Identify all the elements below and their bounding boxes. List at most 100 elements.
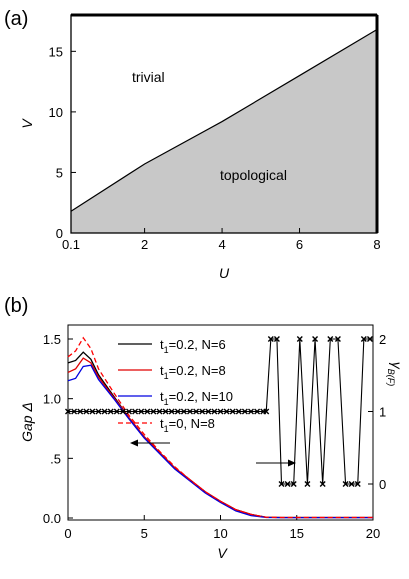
berry-phase-marker <box>205 408 212 415</box>
legend-label-1: t1=0.2, N=6 <box>160 337 226 355</box>
y-right-tick-label: 1 <box>379 405 386 420</box>
berry-phase-marker <box>248 408 254 415</box>
berry-phase-marker <box>267 336 274 342</box>
panel-b-xlabel: V <box>217 545 228 561</box>
x-tick-label: 0 <box>64 526 71 541</box>
panel-a-ticks: 0.1 2 4 6 8 0 5 10 15 <box>49 44 381 252</box>
berry-phase-marker <box>211 408 218 415</box>
berry-phase-marker <box>95 408 102 415</box>
berry-phase-marker <box>71 408 78 415</box>
y-tick-label: 15 <box>49 44 63 59</box>
berry-phase-marker <box>354 481 361 487</box>
panel-b-ylabel-right: γB(F) <box>386 362 405 387</box>
berry-phase-marker <box>107 408 114 415</box>
berry-phase-marker <box>263 408 270 415</box>
berry-phase-marker <box>235 408 242 415</box>
berry-phase-marker <box>65 408 71 415</box>
y-tick-label: 5 <box>56 165 63 180</box>
panel-a-label: (a) <box>4 8 28 30</box>
berry-phase-marker <box>296 336 303 342</box>
berry-phase-marker <box>304 481 311 487</box>
berry-phase-marker <box>156 408 163 415</box>
legend-label-2: t1=0.2, N=8 <box>160 363 226 381</box>
y-tick-label: 10 <box>49 105 63 120</box>
gap-curve-2 <box>67 357 373 519</box>
topological-region-label: topological <box>220 167 287 183</box>
berry-phase-marker <box>366 336 373 342</box>
legend-label-4: t1=0, N=8 <box>160 416 215 434</box>
berry-phase-marker <box>348 481 355 487</box>
right-axis-arrow <box>256 459 296 467</box>
berry-phase-series <box>65 336 373 487</box>
y-left-tick-label: 1.5 <box>43 332 61 347</box>
berry-phase-marker <box>327 336 334 342</box>
berry-phase-marker <box>144 408 151 415</box>
y-left-tick-label: 0.0 <box>43 511 61 526</box>
y-left-tick-label: 1.0 <box>43 392 61 407</box>
berry-phase-marker <box>254 408 261 415</box>
berry-phase-marker <box>273 336 280 342</box>
x-tick-label: 5 <box>141 526 148 541</box>
berry-phase-line <box>68 338 370 485</box>
berry-phase-marker <box>278 481 285 487</box>
berry-phase-marker <box>162 408 169 415</box>
berry-phase-marker <box>334 336 341 342</box>
x-tick-label: 8 <box>373 237 380 252</box>
panel-a-xlabel: U <box>219 265 230 281</box>
berry-phase-marker <box>312 336 319 342</box>
berry-phase-marker <box>168 408 175 415</box>
berry-phase-marker <box>199 408 206 415</box>
legend: t1=0.2, N=6 t1=0.2, N=8 t1=0.2, N=10 t1=0, … <box>118 337 233 434</box>
x-tick-label: 20 <box>366 526 380 541</box>
berry-phase-marker <box>229 408 236 415</box>
berry-phase-marker <box>342 481 349 487</box>
berry-phase-marker <box>83 408 90 415</box>
berry-phase-marker <box>77 408 84 415</box>
berry-phase-marker <box>119 408 126 415</box>
gap-curves <box>67 336 373 519</box>
x-tick-label: 4 <box>218 237 225 252</box>
berry-phase-marker <box>89 408 96 415</box>
berry-phase-marker <box>132 408 139 415</box>
berry-phase-marker <box>290 481 297 487</box>
berry-phase-marker <box>174 408 181 415</box>
x-tick-label: 15 <box>290 526 304 541</box>
berry-phase-marker <box>319 481 326 487</box>
legend-label-3: t1=0.2, N=10 <box>160 389 233 407</box>
x-tick-label: 2 <box>141 237 148 252</box>
berry-phase-marker <box>193 408 200 415</box>
trivial-region-label: trivial <box>132 69 165 85</box>
phase-boundary-line <box>70 29 378 212</box>
berry-phase-marker <box>284 481 291 487</box>
berry-phase-marker <box>241 408 248 415</box>
berry-phase-marker <box>138 408 145 415</box>
gap-curve-4 <box>67 336 373 519</box>
berry-phase-marker <box>217 408 224 415</box>
gap-curve-3 <box>67 364 373 519</box>
berry-phase-marker <box>113 408 120 415</box>
berry-phase-marker <box>360 336 367 342</box>
y-right-tick-label: 2 <box>379 332 386 347</box>
y-right-tick-label: 0 <box>379 477 386 492</box>
panel-b-label: (b) <box>4 295 28 317</box>
panel-b-frame <box>67 324 374 521</box>
y-tick-label: 0 <box>56 226 63 241</box>
x-tick-label: 10 <box>213 526 227 541</box>
berry-phase-marker <box>180 408 187 415</box>
y-left-tick-label: .5 <box>50 451 61 466</box>
x-tick-label: 6 <box>296 237 303 252</box>
left-axis-arrow <box>130 439 170 447</box>
berry-phase-marker <box>150 408 157 415</box>
x-tick-label: 0.1 <box>62 237 80 252</box>
panel-b-ylabel-left: Gap Δ <box>19 402 35 442</box>
berry-phase-marker <box>101 408 108 415</box>
panel-a-ylabel: V <box>19 118 35 129</box>
berry-phase-marker <box>126 408 132 415</box>
topological-region <box>71 29 377 234</box>
berry-phase-marker <box>223 408 230 415</box>
panel-b-ticks: 0 5 10 15 20 0.0 .5 1.0 1.5 0 1 2 <box>43 332 386 541</box>
berry-phase-marker <box>187 408 193 415</box>
